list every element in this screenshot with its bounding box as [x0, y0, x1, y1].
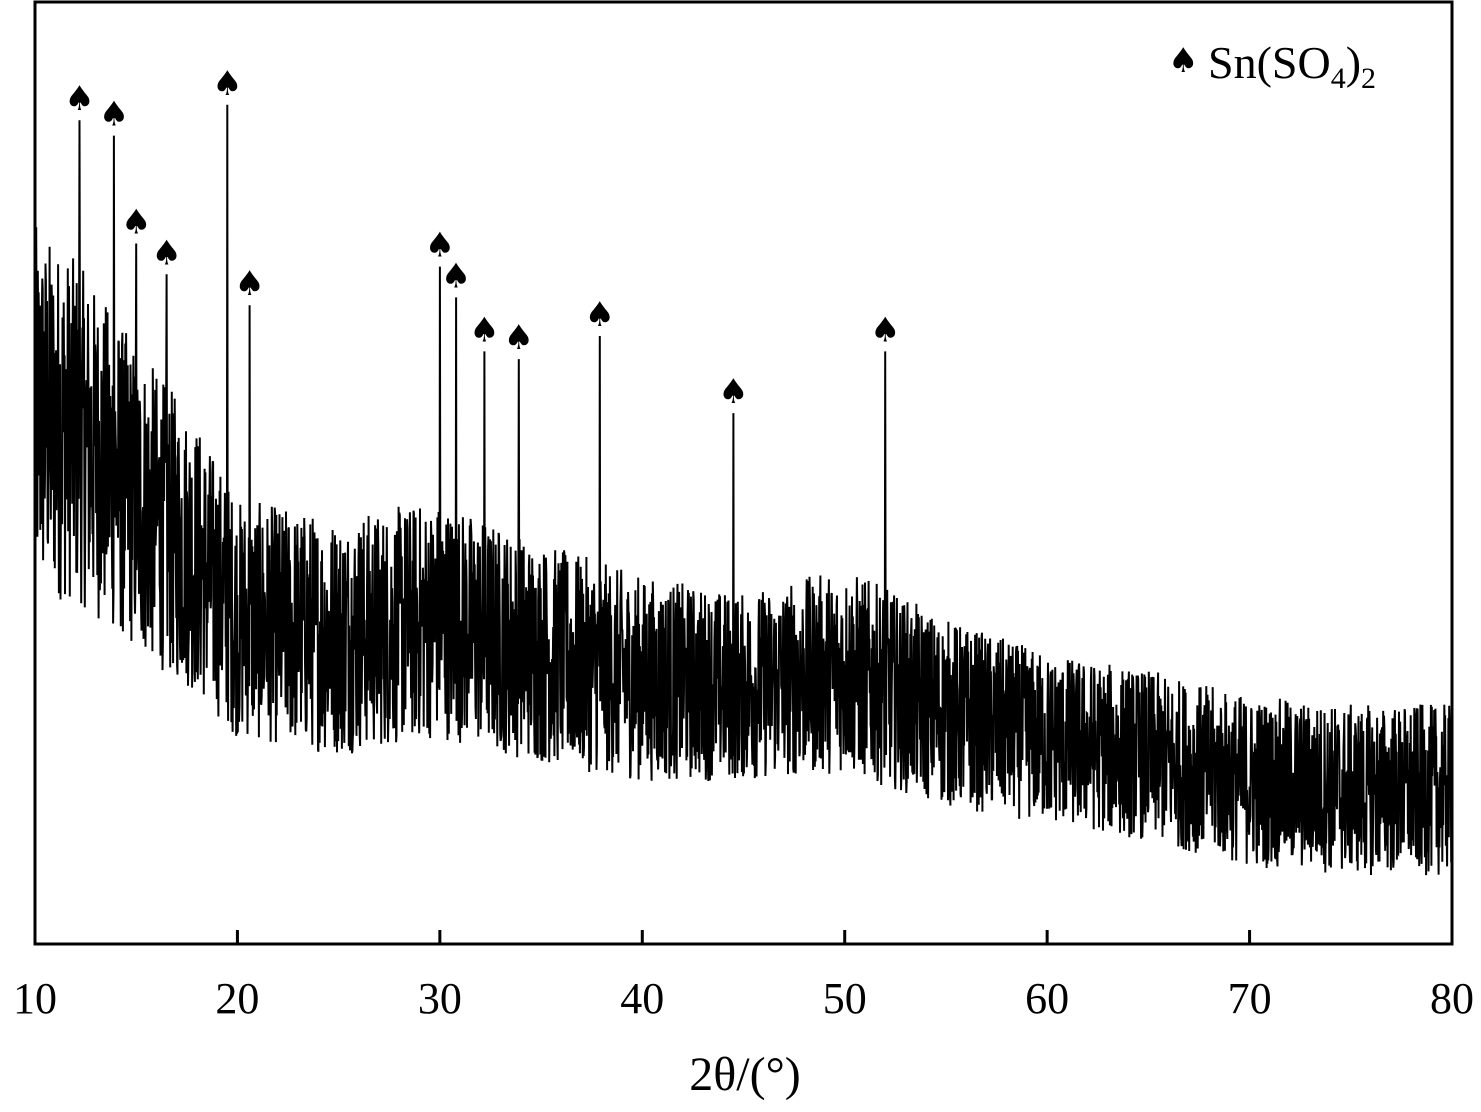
series-line	[34, 104, 1453, 876]
legend-spade-icon: ♠	[1168, 41, 1198, 81]
peak-spade-icon: ♠	[234, 264, 264, 304]
peak-spade-icon: ♠	[151, 233, 181, 273]
x-tick-label: 30	[418, 974, 462, 1023]
peak-spade-icon: ♠	[121, 202, 151, 242]
x-tick-label: 40	[620, 974, 664, 1023]
x-tick-label: 80	[1430, 974, 1474, 1023]
peak-spade-icon: ♠	[469, 310, 499, 350]
peak-spade-icon: ♠	[718, 372, 748, 412]
legend: ♠ Sn(SO4)2	[1168, 37, 1376, 95]
plot-frame	[33, 0, 1454, 946]
x-tick-label: 20	[215, 974, 259, 1023]
peak-spade-icon: ♠	[585, 295, 615, 335]
peak-spade-icon: ♠	[504, 318, 534, 358]
legend-label: Sn(SO4)2	[1208, 37, 1376, 95]
peak-spade-icon: ♠	[64, 79, 94, 119]
peak-spade-icon: ♠	[99, 95, 129, 135]
peak-markers: ♠ ♠♠♠♠♠♠♠♠ ♠♠♠♠	[64, 64, 900, 412]
xrd-pattern-series	[34, 104, 1453, 876]
x-tick-label: 50	[823, 974, 867, 1023]
x-axis-tick-labels: 10 20 30 40 50 60 70 80	[13, 974, 1474, 1023]
x-axis-title: 2θ/(°)	[689, 1048, 801, 1101]
x-tick-label: 10	[13, 974, 57, 1023]
peak-spade-icon: ♠	[212, 64, 242, 104]
peak-spade-icon: ♠	[441, 256, 471, 296]
peak-spade-icon: ♠	[870, 310, 900, 350]
peak-spade-icon: ♠	[425, 226, 455, 266]
x-tick-label: 60	[1025, 974, 1069, 1023]
x-axis-ticks	[33, 930, 1454, 944]
x-tick-label: 70	[1228, 974, 1272, 1023]
